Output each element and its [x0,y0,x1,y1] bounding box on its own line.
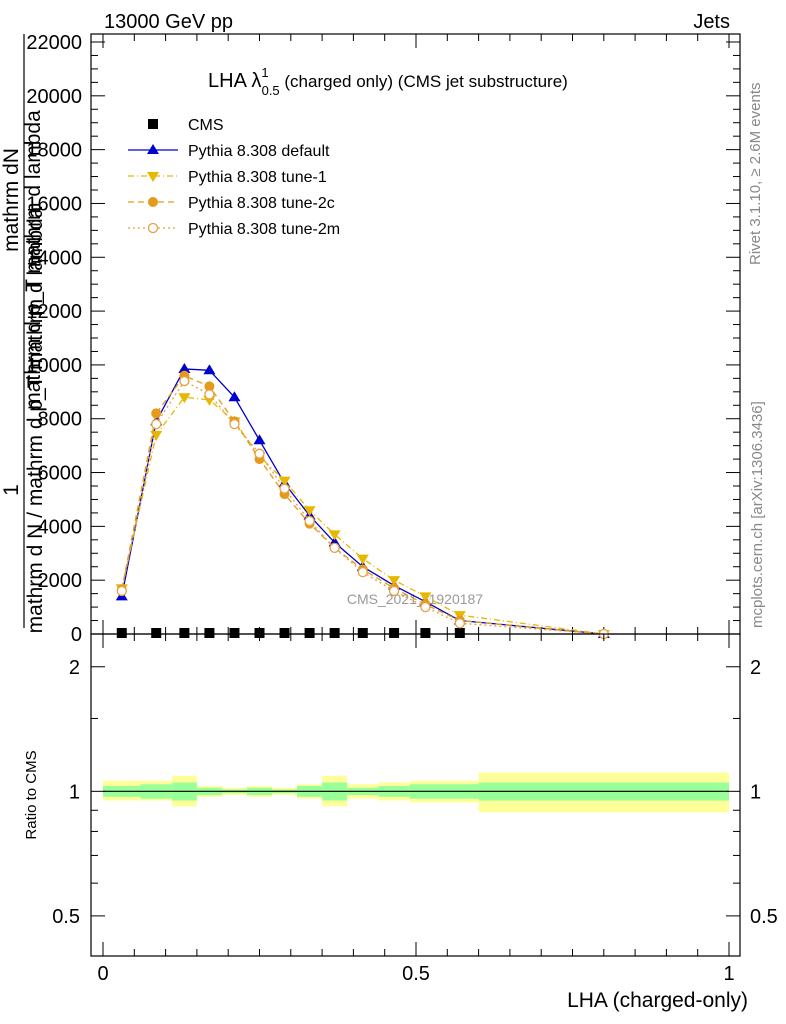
data-point [254,448,265,459]
y-tick-label: 2000 [38,570,83,592]
legend-marker [148,119,158,129]
data-point [329,542,340,554]
ratio-y-tick-label: 0.5 [52,906,80,928]
series-pythia-4 [116,375,609,640]
y-tick-label: 18000 [26,140,82,162]
legend-label: Pythia 8.308 tune-1 [188,169,327,186]
data-point [204,389,215,400]
x-tick-label: 0.5 [402,963,430,985]
data-point [357,566,368,578]
data-point [304,628,315,638]
legend-marker [148,197,158,207]
ratio-ticks: 0.5 0.5 1 1 2 2 0 0.5 1 [52,634,778,985]
data-point [178,362,191,373]
data-point [304,515,315,527]
chart-title-sub: 0.5 [262,83,280,98]
x-tick-label: 1 [723,963,734,985]
data-point [151,408,162,419]
series-line [121,396,604,635]
data-point [116,585,127,597]
data-point [278,476,291,487]
y-tick-label: 16000 [26,193,82,215]
data-point [420,628,431,638]
ratio-y-tick-label: 2 [69,657,80,679]
header-right: Jets [693,11,730,33]
data-point [253,434,266,445]
data-point [204,381,215,392]
data-point [150,430,163,441]
y-tick-label: 22000 [26,32,82,54]
data-point [389,628,400,638]
legend-label: Pythia 8.308 tune-2c [188,195,335,212]
y-tick-label: 4000 [38,516,83,538]
x-tick-label: 0 [97,963,108,985]
data-point [254,628,265,638]
y-label-line-3: mathrm d N / mathrm d p_T mathrm d lambd… [24,206,47,633]
series-cms [116,628,465,638]
series-line [121,368,604,635]
data-point [151,628,162,638]
legend-label: Pythia 8.308 default [188,143,330,160]
data-point [303,506,316,517]
legend-label: CMS [188,117,224,134]
y-tick-label: 10000 [26,355,82,377]
data-point [116,628,127,638]
data-point [229,418,240,430]
data-point [179,628,190,638]
y-tick-label: 8000 [38,409,83,431]
main-panel: 0 2000 4000 6000 8000 10000 12000 14000 16000 180… [0,32,741,646]
data-point [228,391,241,402]
y-label-line-1: mathrm dN [0,148,23,252]
data-point [420,601,431,613]
y-label-line-2: mathrm d p_T mathrm d lambda [22,110,45,410]
legend-label: Pythia 8.308 tune-2m [188,221,340,238]
legend-marker [147,172,159,182]
header-left: 13000 GeV pp [104,11,233,33]
main-y-ticks: 0 2000 4000 6000 8000 10000 12000 14000 16000 180… [26,32,740,646]
data-point [178,393,191,404]
y-tick-label: 14000 [26,247,82,269]
y-label-numerator: 1 [0,484,23,496]
chart-title: LHA λ1 0.5 (charged only) (CMS jet substr… [208,65,568,98]
ratio-y-tick-label-right: 0.5 [750,906,778,928]
legend: CMS Pythia 8.308 default Pythia 8.308 tune… [128,117,340,238]
ratio-bands [103,772,729,813]
data-point [356,554,369,565]
data-point [279,628,290,638]
ratio-y-tick-label-right: 2 [750,657,761,679]
data-point [279,483,290,494]
legend-marker [147,144,159,154]
chart-title-sup: 1 [261,65,268,80]
data-point [454,628,465,638]
data-point [329,628,340,638]
y-tick-label: 20000 [26,86,82,108]
data-point [229,628,240,638]
y-tick-label: 6000 [38,463,83,485]
ratio-y-tick-label-right: 1 [750,781,761,803]
ratio-y-label: Ratio to CMS [23,750,40,839]
main-y-label: 1 mathrm dN mathrm d p_T mathrm d lambda… [0,34,47,633]
chart-title-main: LHA λ [208,70,261,92]
data-point [388,585,400,597]
data-point [328,530,341,541]
y-tick-label: 0 [71,624,82,646]
data-point [151,418,162,430]
main-series [115,362,610,640]
chart-title-rest: (charged only) (CMS jet substructure) [280,72,568,91]
ratio-panel: 0.5 0.5 1 1 2 2 0 0.5 1 Ratio to CMS LHA (charge… [23,633,778,1012]
rivet-label: Rivet 3.1.10, ≥ 2.6M events [747,83,764,266]
data-point [454,618,465,629]
x-axis-label: LHA (charged-only) [567,989,748,1012]
y-tick-label: 12000 [26,301,82,323]
data-point [204,628,215,638]
data-point [357,628,368,638]
mcplots-label: mcplots.cern.ch [arXiv:1306.3436] [749,401,766,628]
data-point [388,576,401,587]
data-point [419,592,432,603]
data-point [179,375,190,387]
data-point [203,364,216,375]
ratio-y-tick-label: 1 [69,781,80,803]
legend-marker [147,222,159,234]
